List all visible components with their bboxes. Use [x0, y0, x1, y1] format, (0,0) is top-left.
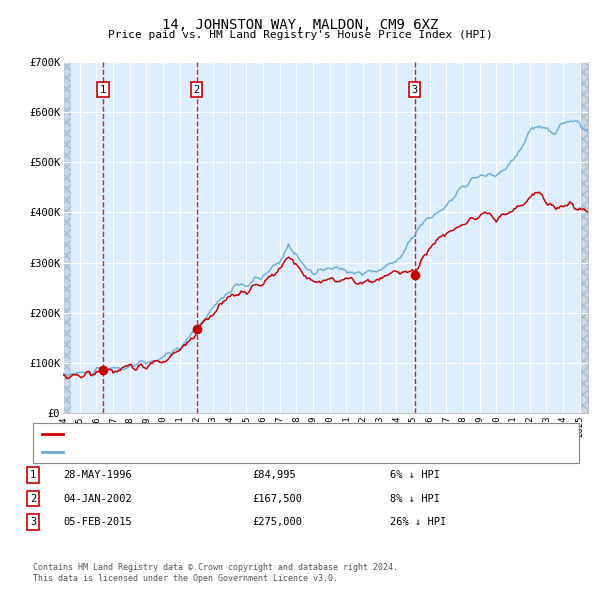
Text: This data is licensed under the Open Government Licence v3.0.: This data is licensed under the Open Gov… — [33, 574, 338, 583]
Text: 28-MAY-1996: 28-MAY-1996 — [63, 470, 132, 480]
Text: 3: 3 — [30, 517, 36, 527]
Text: 14, JOHNSTON WAY, MALDON, CM9 6XZ: 14, JOHNSTON WAY, MALDON, CM9 6XZ — [162, 18, 438, 32]
Text: 8% ↓ HPI: 8% ↓ HPI — [390, 494, 440, 503]
Bar — [63, 62, 71, 413]
Text: 26% ↓ HPI: 26% ↓ HPI — [390, 517, 446, 527]
Text: £84,995: £84,995 — [252, 470, 296, 480]
Text: 05-FEB-2015: 05-FEB-2015 — [63, 517, 132, 527]
Text: 14, JOHNSTON WAY, MALDON, CM9 6XZ (detached house): 14, JOHNSTON WAY, MALDON, CM9 6XZ (detac… — [69, 430, 382, 440]
Text: 3: 3 — [412, 84, 418, 94]
Text: 2: 2 — [30, 494, 36, 503]
Bar — [581, 62, 588, 413]
Text: £275,000: £275,000 — [252, 517, 302, 527]
Text: 1: 1 — [30, 470, 36, 480]
Text: 2: 2 — [193, 84, 200, 94]
Text: 6% ↓ HPI: 6% ↓ HPI — [390, 470, 440, 480]
Text: 1: 1 — [100, 84, 106, 94]
Text: £167,500: £167,500 — [252, 494, 302, 503]
Text: 04-JAN-2002: 04-JAN-2002 — [63, 494, 132, 503]
Text: Contains HM Land Registry data © Crown copyright and database right 2024.: Contains HM Land Registry data © Crown c… — [33, 563, 398, 572]
Text: HPI: Average price, detached house, Maldon: HPI: Average price, detached house, Mald… — [69, 447, 331, 457]
Text: Price paid vs. HM Land Registry's House Price Index (HPI): Price paid vs. HM Land Registry's House … — [107, 30, 493, 40]
